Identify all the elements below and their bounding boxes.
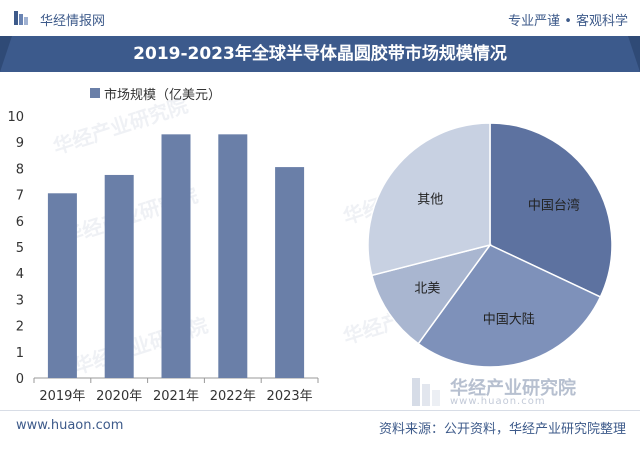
legend-label: 市场规模（亿美元）: [104, 88, 222, 103]
pie-slice-label: 北美: [414, 282, 440, 297]
x-tick-label: 2021年: [153, 389, 199, 404]
chart-title: 2019-2023年全球半导体晶圆胶带市场规模情况: [133, 44, 507, 64]
y-tick-label: 10: [7, 110, 24, 125]
footer-divider: [0, 410, 640, 411]
bar: [47, 193, 77, 378]
x-tick-label: 2020年: [96, 389, 142, 404]
bar: [104, 174, 134, 378]
y-tick-label: 7: [16, 189, 24, 204]
x-tick-label: 2019年: [39, 389, 85, 404]
x-tick-label: 2022年: [210, 389, 256, 404]
tagline: 专业严谨 • 客观科学: [508, 14, 628, 29]
y-tick-label: 5: [16, 241, 24, 256]
bar-chart: 0 1 2 3 4 5 6 7 8 9 10 2019年 2020年 2021年 2022年 2023年: [7, 110, 319, 404]
title-bar-left-accent: [0, 36, 12, 72]
y-tick-label: 8: [16, 162, 24, 177]
watermark-site: www.huaon.com: [450, 396, 546, 407]
source-note: 资料来源：公开资料，华经产业研究院整理: [378, 422, 626, 437]
pie-slice-label: 其他: [417, 193, 443, 208]
watermark-logo-icon: [412, 378, 440, 406]
y-tick-label: 0: [16, 372, 24, 387]
huajing-logo-icon: [14, 11, 28, 25]
y-tick-label: 2: [16, 320, 24, 335]
title-bar-right-accent: [628, 36, 640, 72]
pie-slice: [417, 244, 602, 368]
pie-slice: [370, 243, 492, 345]
y-tick-label: 4: [16, 267, 24, 282]
x-tick-label: 2023年: [267, 389, 313, 404]
watermark-brand-large: 华经产业研究院: [450, 378, 576, 399]
title-bar: 2019-2023年全球半导体晶圆胶带市场规模情况: [0, 36, 640, 72]
y-tick-label: 9: [16, 136, 24, 151]
bar: [161, 134, 191, 378]
brand-name: 华经情报网: [40, 14, 106, 29]
pie-slice: [489, 122, 613, 298]
pie-slice-label: 中国大陆: [483, 311, 535, 327]
website-link[interactable]: www.huaon.com: [16, 418, 124, 433]
y-tick-label: 3: [16, 293, 24, 308]
bar: [275, 167, 305, 378]
header: 华经情报网 专业严谨 • 客观科学: [0, 0, 640, 36]
y-tick-label: 1: [16, 346, 24, 361]
y-tick-label: 6: [16, 215, 24, 230]
pie-slice: [367, 122, 491, 277]
pie-slice-label: 中国台湾: [528, 197, 580, 213]
legend-swatch: [90, 88, 100, 98]
bar: [218, 134, 248, 378]
